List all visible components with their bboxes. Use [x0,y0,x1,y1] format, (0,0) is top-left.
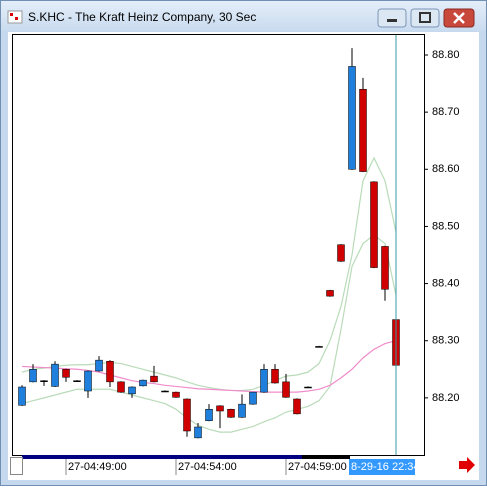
scroll-arrow[interactable] [459,457,475,473]
y-tick-label: 88.30 [432,335,460,347]
candle-body [260,369,268,393]
candle-body [370,181,378,268]
indicator-line [21,156,397,392]
candle-body [381,246,389,290]
cursor-label-bg [349,459,415,475]
x-tick-label: 27-04:49:00 [68,461,127,473]
y-tick-label: 88.40 [432,277,460,289]
y-tick-label: 88.50 [432,220,460,232]
candle-body [73,380,81,382]
candle-body [304,386,312,389]
window-title: S.KHC - The Kraft Heinz Company, 30 Sec [28,10,256,24]
candle-body [51,363,59,387]
indicator-line [21,340,397,393]
candle-body [315,346,323,348]
close-button[interactable] [443,8,475,28]
scroll-strip [22,455,302,459]
candle-body [205,409,213,421]
candle-body [150,375,158,383]
candle-body [84,370,92,392]
candle-body [139,379,147,387]
candle-body [62,369,70,378]
x-tick-label: 27-04:59:00 [288,461,347,473]
candle-body [359,89,367,172]
candle-body [326,290,334,297]
candle-body [337,244,345,262]
candle-body [249,391,257,405]
scroll-strip-end [302,455,350,459]
candle-body [95,359,103,372]
app-icon [7,10,23,24]
candle-body [348,66,356,170]
candle-body [183,398,191,432]
minimize-button[interactable] [377,8,407,28]
candle-body [194,426,202,439]
candle-body [128,386,136,395]
candle-body [238,403,246,418]
candle-body [227,409,235,418]
candle-body [172,391,180,398]
candle-body [40,380,48,382]
x-tick-label: 27-04:54:00 [178,461,237,473]
candle-body [106,361,114,383]
candle-body [282,381,290,398]
y-tick-label: 88.20 [432,392,460,404]
candle-body [216,405,224,412]
maximize-button[interactable] [410,8,440,28]
y-tick-label: 88.60 [432,163,460,175]
candle-body [29,369,37,383]
y-tick-label: 88.70 [432,106,460,118]
scroll-box [10,457,23,475]
plot-area [12,34,425,456]
y-tick-label: 88.80 [432,49,460,61]
candle-body [161,390,169,393]
candle-body [293,398,301,415]
cursor-label: 8-29-16 22:34:00 [351,461,435,473]
candle-body [18,386,26,406]
candle-body [117,381,125,393]
candle-body [271,369,279,384]
